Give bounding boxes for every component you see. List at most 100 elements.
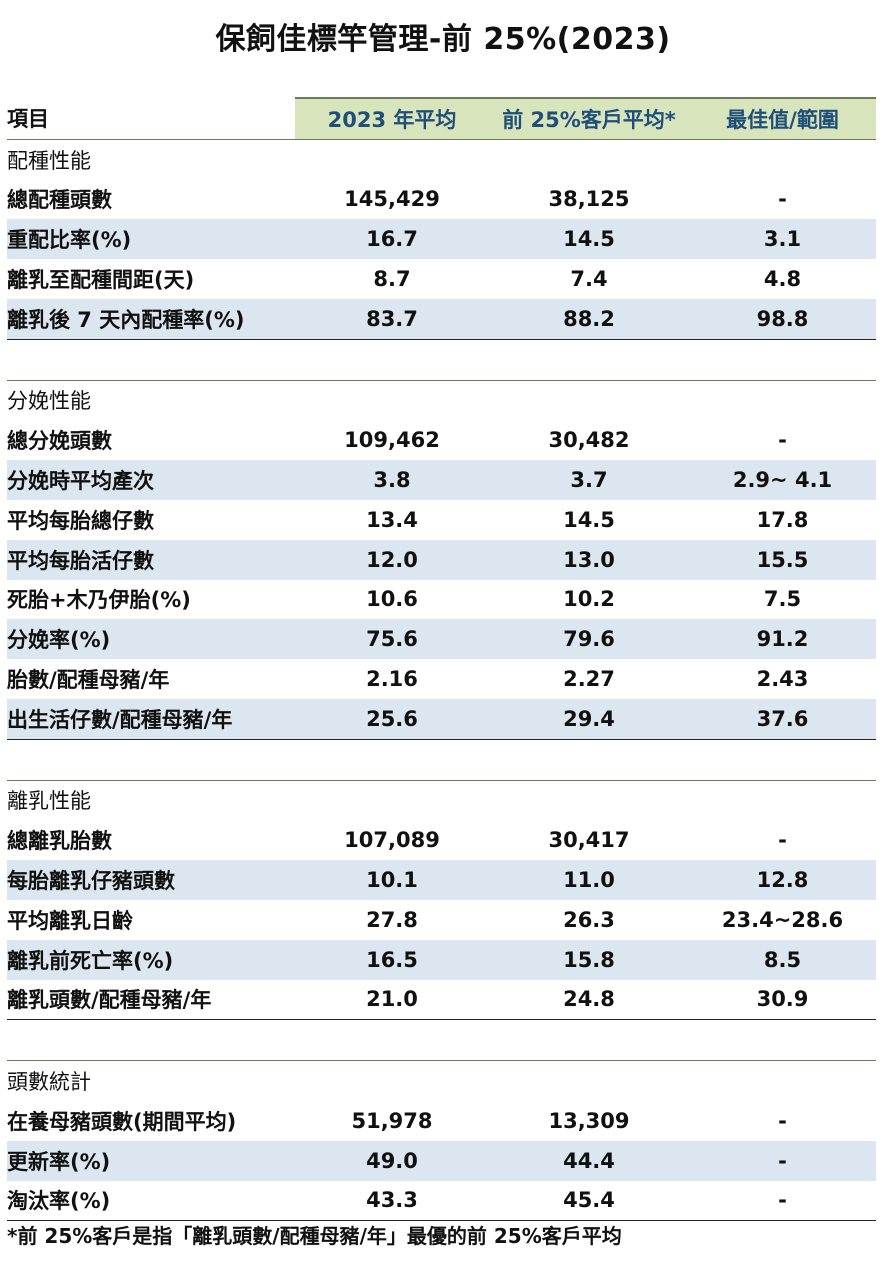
row-avg: 145,429 bbox=[344, 187, 440, 212]
row-avg: 49.0 bbox=[295, 1140, 489, 1181]
table-row: 離乳前死亡率(%) 16.5 15.8 8.5 bbox=[7, 939, 876, 980]
row-best: 30.9 bbox=[689, 979, 876, 1021]
row-item: 死胎+木乃伊胎(%) bbox=[7, 588, 191, 613]
table-body: 配種性能 總配種頭數 145,429 38,125- 重配比率(%) 16.7 14.5 3.… bbox=[7, 139, 876, 1222]
section-spacer bbox=[7, 1020, 876, 1061]
spacer-cell bbox=[295, 739, 489, 780]
footnote: *前 25%客戶是指「離乳頭數/配種母豬/年」最優的前 25%客戶平均 bbox=[7, 1224, 622, 1248]
row-avg: 10.6 bbox=[366, 587, 418, 612]
header-avg: 2023 年平均 bbox=[295, 96, 489, 140]
section-heading-row: 頭數統計 bbox=[7, 1060, 876, 1101]
row-best: 12.8 bbox=[689, 860, 876, 900]
row-top25: 26.3 bbox=[563, 907, 615, 932]
row-avg: 21.0 bbox=[295, 979, 489, 1021]
row-top25: 3.7 bbox=[489, 460, 689, 500]
row-item: 平均每胎活仔數 bbox=[7, 539, 295, 580]
row-best: 3.1 bbox=[689, 219, 876, 260]
spacer-cell bbox=[7, 1020, 295, 1061]
row-best: 23.4~28.6 bbox=[721, 907, 844, 932]
table-row: 分娩率(%) 75.6 79.6 91.2 bbox=[7, 619, 876, 660]
section-heading-empty bbox=[689, 379, 876, 421]
row-top25: 29.4 bbox=[489, 698, 689, 740]
table-row: 離乳頭數/配種母豬/年 21.0 24.8 30.9 bbox=[7, 979, 876, 1021]
row-item: 總離乳胎數 bbox=[7, 829, 112, 854]
section-heading-empty bbox=[689, 779, 876, 821]
row-avg: 8.7 bbox=[373, 267, 411, 292]
section-heading-empty bbox=[489, 379, 689, 421]
row-top25: 38,125 bbox=[548, 187, 630, 212]
spacer-cell bbox=[689, 339, 876, 380]
row-avg: 16.5 bbox=[295, 939, 489, 980]
row-best: 98.8 bbox=[689, 298, 876, 340]
row-top25: 88.2 bbox=[489, 298, 689, 340]
table-row: 平均離乳日齡 27.8 26.3 23.4~28.6 bbox=[7, 900, 876, 940]
row-top25: 14.5 bbox=[489, 219, 689, 260]
section-heading-row: 配種性能 bbox=[7, 139, 876, 179]
row-best: - bbox=[689, 1140, 876, 1181]
table-row: 總離乳胎數 107,089 30,417 - bbox=[7, 820, 876, 860]
row-avg: 12.0 bbox=[295, 539, 489, 580]
section-heading-empty bbox=[689, 139, 876, 179]
section-heading-empty bbox=[489, 1060, 689, 1101]
section-spacer bbox=[7, 739, 876, 780]
row-top25: 24.8 bbox=[489, 979, 689, 1021]
row-best: 7.5 bbox=[763, 587, 802, 612]
table-row: 在養母豬頭數(期間平均) 51,978 13,309 - bbox=[7, 1101, 876, 1141]
spacer-cell bbox=[689, 1020, 876, 1061]
table-row: 總分娩頭數 109,462 30,482 - bbox=[7, 420, 876, 460]
section-heading-empty bbox=[489, 139, 689, 179]
row-top25: 13.0 bbox=[489, 539, 689, 580]
spacer-cell bbox=[489, 739, 689, 780]
row-item: 每胎離乳仔豬頭數 bbox=[7, 860, 295, 900]
table-row: 胎數/配種母豬/年 2.16 2.27 2.43 bbox=[7, 659, 876, 699]
header-top25: 前 25%客戶平均* bbox=[489, 96, 689, 140]
table-header-row: 項目 2023 年平均 前 25%客戶平均* 最佳值/範圍 bbox=[7, 96, 876, 140]
section-heading-empty bbox=[689, 1060, 876, 1101]
page-title: 保飼佳標竿管理-前 25%(2023) bbox=[215, 22, 671, 57]
row-item: 離乳前死亡率(%) bbox=[7, 939, 295, 980]
row-best: - bbox=[778, 428, 787, 453]
row-avg: 3.8 bbox=[295, 460, 489, 500]
row-avg: 27.8 bbox=[366, 907, 418, 932]
row-item: 出生活仔數/配種母豬/年 bbox=[7, 698, 295, 740]
row-item: 胎數/配種母豬/年 bbox=[7, 668, 170, 693]
row-item: 在養母豬頭數(期間平均) bbox=[7, 1109, 237, 1134]
table-row: 每胎離乳仔豬頭數 10.1 11.0 12.8 bbox=[7, 860, 876, 900]
header-best: 最佳值/範圍 bbox=[689, 96, 876, 140]
row-top25: 79.6 bbox=[489, 619, 689, 660]
row-item: 分娩時平均產次 bbox=[7, 460, 295, 500]
row-item: 平均每胎總仔數 bbox=[7, 508, 154, 533]
section-heading-empty bbox=[489, 779, 689, 821]
spacer-cell bbox=[489, 339, 689, 380]
section-heading-empty bbox=[295, 379, 489, 421]
row-avg: 2.16 bbox=[366, 667, 418, 692]
row-item: 平均離乳日齡 bbox=[7, 908, 133, 933]
row-item: 離乳後 7 天內配種率(%) bbox=[7, 298, 295, 340]
spacer-cell bbox=[7, 339, 295, 380]
row-item: 更新率(%) bbox=[7, 1140, 295, 1181]
row-best: 37.6 bbox=[689, 698, 876, 740]
row-avg: 16.7 bbox=[295, 219, 489, 260]
section-heading-row: 離乳性能 bbox=[7, 779, 876, 821]
section-heading: 離乳性能 bbox=[7, 779, 295, 821]
row-avg: 107,089 bbox=[344, 828, 440, 853]
row-avg: 109,462 bbox=[344, 428, 440, 453]
row-top25: 15.8 bbox=[489, 939, 689, 980]
table-row: 平均每胎總仔數 13.4 14.5 17.8 bbox=[7, 500, 876, 540]
table-row: 平均每胎活仔數 12.0 13.0 15.5 bbox=[7, 539, 876, 580]
row-top25: 30,417 bbox=[548, 828, 630, 853]
row-top25: 14.5 bbox=[563, 507, 615, 532]
row-item: 總分娩頭數 bbox=[7, 429, 112, 454]
section-heading: 頭數統計 bbox=[7, 1060, 295, 1101]
section-heading-empty bbox=[295, 139, 489, 179]
row-item: 總配種頭數 bbox=[7, 188, 112, 213]
table-row: 總配種頭數 145,429 38,125 - bbox=[7, 180, 876, 220]
spacer-cell bbox=[295, 339, 489, 380]
row-top25: 10.2 bbox=[563, 587, 615, 612]
section-heading-row: 分娩性能 bbox=[7, 379, 876, 421]
table-row: 離乳至配種間距(天) 8.7 7.4 4.8 bbox=[7, 259, 876, 299]
row-best: 91.2 bbox=[689, 619, 876, 660]
row-avg: 25.6 bbox=[295, 698, 489, 740]
row-top25: 11.0 bbox=[489, 860, 689, 900]
spacer-cell bbox=[489, 1020, 689, 1061]
